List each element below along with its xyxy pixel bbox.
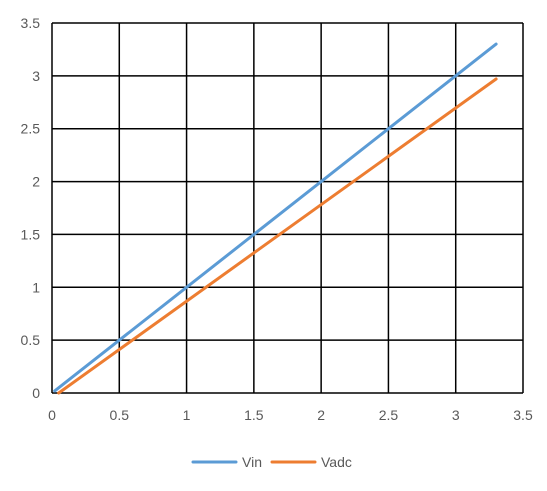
y-tick-label: 1 [32,279,40,295]
x-tick-label: 3.5 [513,407,533,423]
series-line-vadc [57,77,498,395]
y-tick-label: 2.5 [21,121,41,137]
x-tick-label: 3 [452,407,460,423]
x-tick-label: 2 [317,407,325,423]
y-tick-label: 3.5 [21,15,41,31]
chart-grid [51,22,524,394]
y-tick-label: 0.5 [21,332,41,348]
y-tick-label: 2 [32,174,40,190]
legend-label-vin: Vin [242,454,262,470]
x-axis-tick-labels: 0 0.5 1 1.5 2 2.5 3 3.5 [48,407,533,423]
legend-label-vadc: Vadc [321,454,352,470]
y-axis-tick-labels: 0 0.5 1 1.5 2 2.5 3 3.5 [21,15,41,401]
series-line-vin [53,42,498,393]
x-tick-label: 1 [183,407,191,423]
y-tick-label: 0 [32,385,40,401]
y-tick-label: 1.5 [21,226,41,242]
x-tick-label: 0.5 [110,407,130,423]
x-tick-label: 1.5 [244,407,264,423]
chart-series [53,42,498,395]
chart-legend: Vin Vadc [191,454,352,470]
x-tick-label: 2.5 [379,407,399,423]
x-tick-label: 0 [48,407,56,423]
y-tick-label: 3 [32,68,40,84]
